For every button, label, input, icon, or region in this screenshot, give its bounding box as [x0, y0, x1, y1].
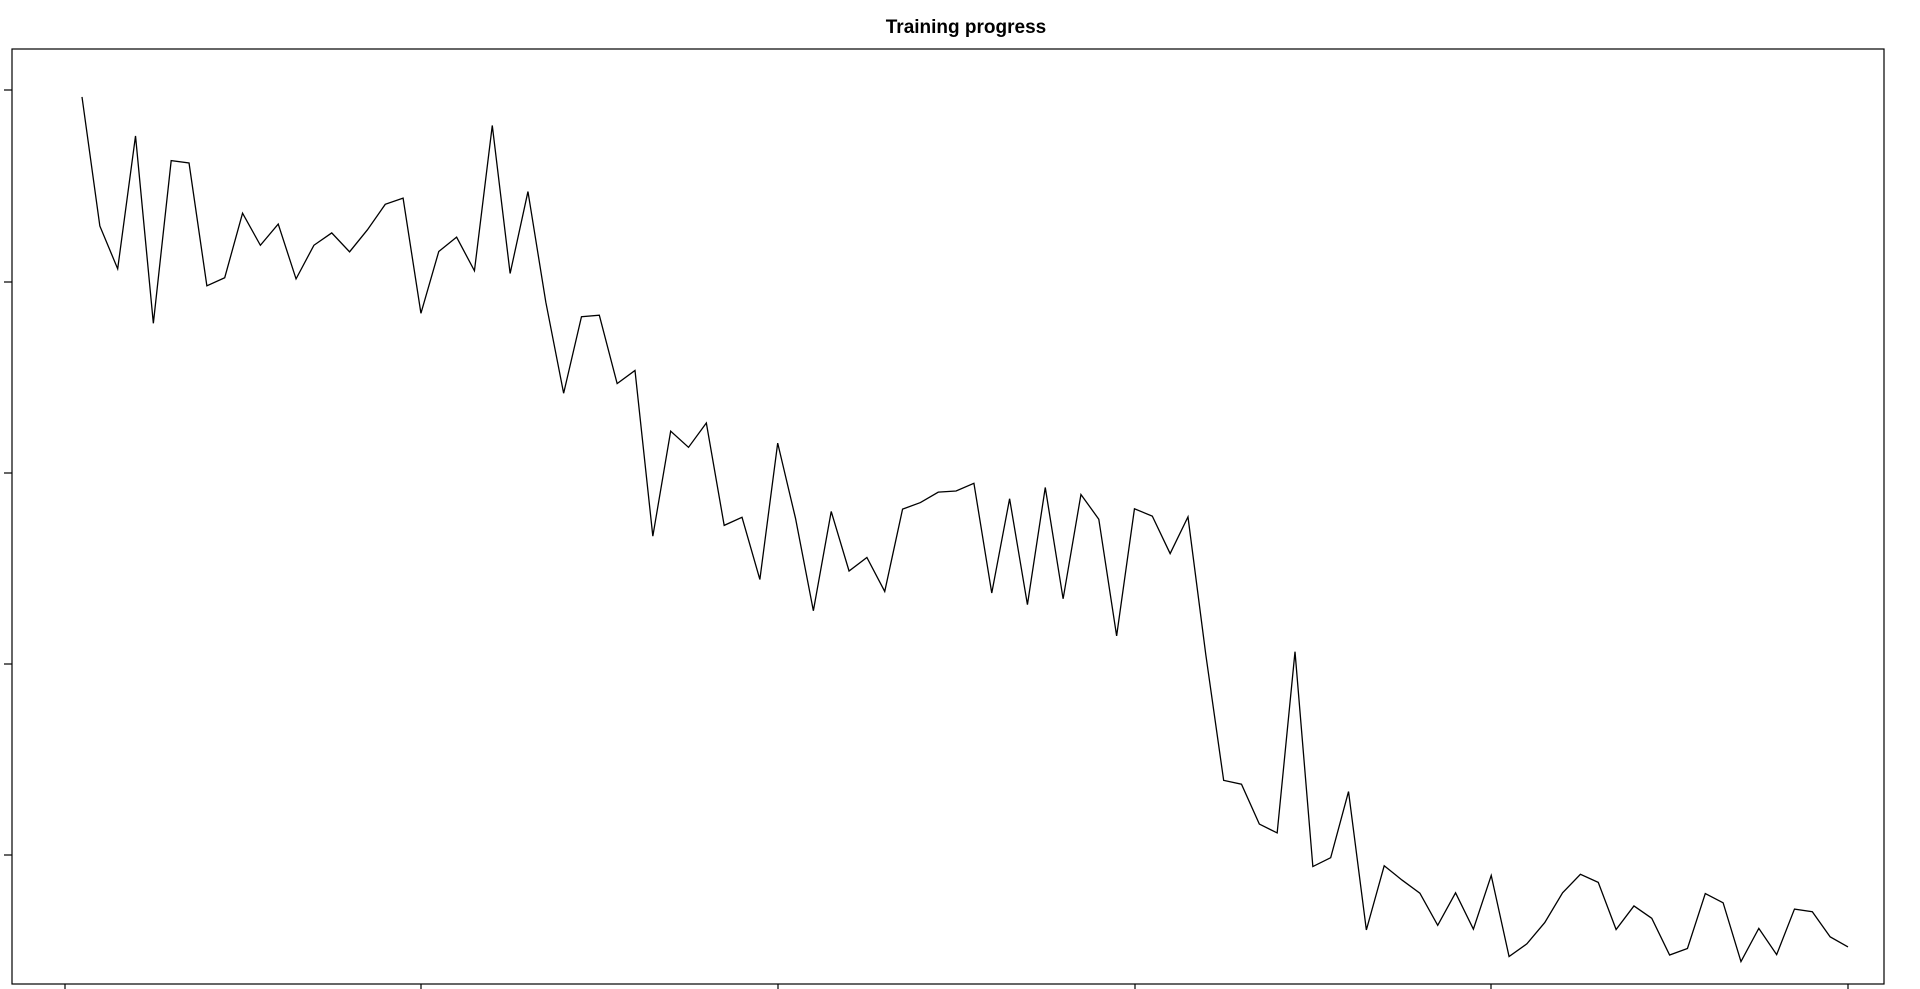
- chart-title: Training progress: [886, 17, 1046, 38]
- series-line: [81, 96, 1849, 964]
- x-axis-ticks: [64, 984, 1849, 989]
- plot-frame: [11, 48, 1885, 985]
- y-axis-ticks: [4, 89, 12, 856]
